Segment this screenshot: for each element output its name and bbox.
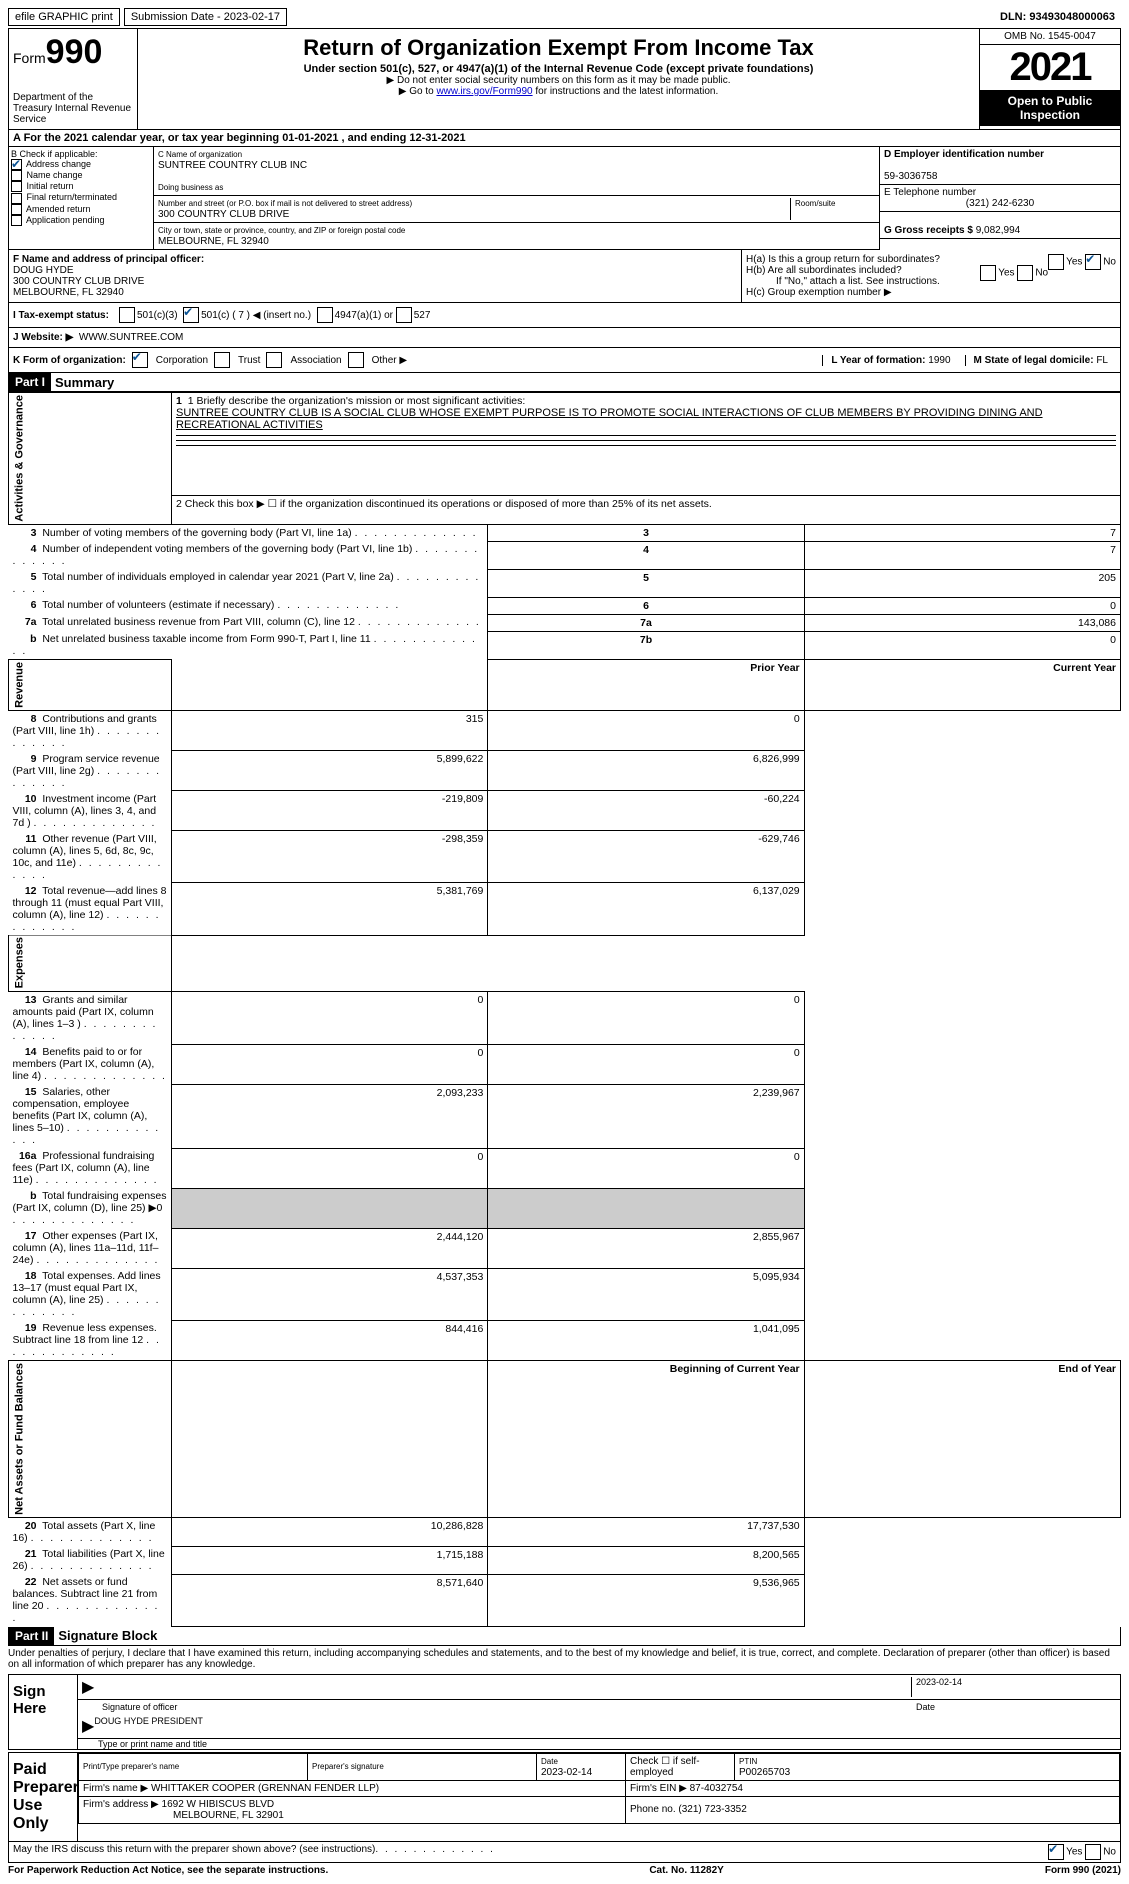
form-subtitle: Under section 501(c), 527, or 4947(a)(1)… [142,63,975,75]
form-prefix: Form [13,50,46,66]
ein: 59-3036758 [884,171,937,182]
efile-label: efile GRAPHIC print [8,8,120,26]
firm-phone: (321) 723-3352 [678,1804,746,1815]
other-check[interactable] [348,352,364,368]
phone: (321) 242-6230 [884,198,1116,209]
mission-text: SUNTREE COUNTRY CLUB IS A SOCIAL CLUB WH… [176,407,1043,431]
discuss-row: May the IRS discuss this return with the… [8,1842,1121,1863]
part2-header: Part II Signature Block [8,1627,1121,1646]
firm-ein: 87-4032754 [690,1783,743,1794]
paid-preparer: Paid Preparer Use Only Print/Type prepar… [8,1752,1121,1842]
hb-no[interactable] [1017,265,1033,281]
gross-receipts: 9,082,994 [976,225,1021,236]
prep-date: 2023-02-14 [541,1767,592,1778]
city-cell: City or town, state or province, country… [154,223,879,250]
year-formation: 1990 [928,355,950,366]
submission-date: Submission Date - 2023-02-17 [124,8,287,26]
box-j: J Website: ▶ WWW.SUNTREE.COM [8,328,1121,348]
sign-arrow-icon: ▶ [82,1677,94,1697]
penalty-text: Under penalties of perjury, I declare th… [8,1646,1121,1672]
vert-netassets: Net Assets or Fund Balances [9,1361,172,1518]
hb-yes[interactable] [980,265,996,281]
box-d: D Employer identification number 59-3036… [880,147,1120,185]
boxb-check-4[interactable] [11,204,22,215]
vert-governance: Activities & Governance [9,393,172,525]
part1-header: Part I Summary [8,373,1121,392]
boxb-check-1[interactable] [11,170,22,181]
assoc-check[interactable] [266,352,282,368]
website: WWW.SUNTREE.COM [79,332,183,343]
tax-year: 2021 [980,45,1120,90]
open-inspection: Open to Public Inspection [980,90,1120,126]
org-city: MELBOURNE, FL 32940 [158,236,269,247]
ha-yes[interactable] [1048,254,1064,270]
527-check[interactable] [396,307,412,323]
box-e: E Telephone number (321) 242-6230 [880,185,1120,212]
dln: DLN: 93493048000063 [994,9,1121,25]
note-ssn: ▶ Do not enter social security numbers o… [142,75,975,86]
box-g: G Gross receipts $ 9,082,994 [880,212,1120,239]
boxb-check-0[interactable] [11,159,22,170]
4947-check[interactable] [317,307,333,323]
footer: For Paperwork Reduction Act Notice, see … [8,1865,1121,1876]
form-number: 990 [46,33,103,71]
box-b-label: B Check if applicable: [11,149,151,159]
form-title: Return of Organization Exempt From Incom… [142,35,975,61]
discuss-yes[interactable] [1048,1844,1064,1860]
beg-year-header: Beginning of Current Year [488,1361,804,1518]
ptin: P00265703 [739,1767,790,1778]
box-b: B Check if applicable: Address change Na… [8,147,154,250]
vert-expenses: Expenses [9,935,172,991]
org-name: SUNTREE COUNTRY CLUB INC [158,160,307,171]
boxb-check-3[interactable] [11,193,22,204]
section-fh: F Name and address of principal officer:… [8,250,1121,303]
boxb-check-2[interactable] [11,181,22,192]
box-h: H(a) Is this a group return for subordin… [742,250,1120,302]
summary-table: Activities & Governance 1 1 Briefly desc… [8,392,1121,1627]
firm-name: WHITTAKER COOPER (GRENNAN FENDER LLP) [151,1783,379,1794]
domicile-state: FL [1096,355,1108,366]
irs-link[interactable]: www.irs.gov/Form990 [436,86,532,97]
hc-label: H(c) Group exemption number ▶ [746,287,1116,298]
end-year-header: End of Year [804,1361,1120,1518]
org-name-cell: C Name of organization SUNTREE COUNTRY C… [154,147,879,196]
firm-addr1: 1692 W HIBISCUS BLVD [162,1799,275,1810]
discuss-no[interactable] [1085,1844,1101,1860]
line2: 2 Check this box ▶ ☐ if the organization… [172,495,1121,524]
501c3-check[interactable] [119,307,135,323]
self-employed-check[interactable]: Check ☐ if self-employed [626,1753,735,1780]
period-row: A For the 2021 calendar year, or tax yea… [8,130,1121,147]
box-i: I Tax-exempt status: 501(c)(3) 501(c) ( … [8,303,1121,328]
top-bar: efile GRAPHIC print Submission Date - 20… [8,8,1121,26]
trust-check[interactable] [214,352,230,368]
box-f: F Name and address of principal officer:… [9,250,742,302]
prior-year-header: Prior Year [488,660,804,711]
ha-no[interactable] [1085,254,1101,270]
omb-number: OMB No. 1545-0047 [980,29,1120,45]
sign-arrow2-icon: ▶ [82,1716,94,1736]
dept-label: Department of the Treasury Internal Reve… [13,92,133,125]
note-goto: ▶ Go to www.irs.gov/Form990 for instruct… [142,86,975,97]
corp-check[interactable] [132,352,148,368]
firm-addr2: MELBOURNE, FL 32901 [83,1810,284,1821]
box-klm: K Form of organization: Corporation Trus… [8,348,1121,373]
sign-here: Sign Here ▶ 2023-02-14 Signature of offi… [8,1674,1121,1750]
vert-revenue: Revenue [9,660,172,711]
officer-name-title: DOUG HYDE PRESIDENT [94,1716,203,1736]
org-street: 300 COUNTRY CLUB DRIVE [158,209,289,220]
current-year-header: Current Year [804,660,1120,711]
sign-date: 2023-02-14 [911,1677,1116,1697]
boxb-check-5[interactable] [11,215,22,226]
officer-name: DOUG HYDE [13,265,74,276]
cat-no: Cat. No. 11282Y [649,1865,723,1876]
street-cell: Number and street (or P.O. box if mail i… [154,196,879,223]
501c-check[interactable] [183,307,199,323]
form-header: Form990 Department of the Treasury Inter… [8,28,1121,130]
section-bcd: B Check if applicable: Address change Na… [8,147,1121,250]
